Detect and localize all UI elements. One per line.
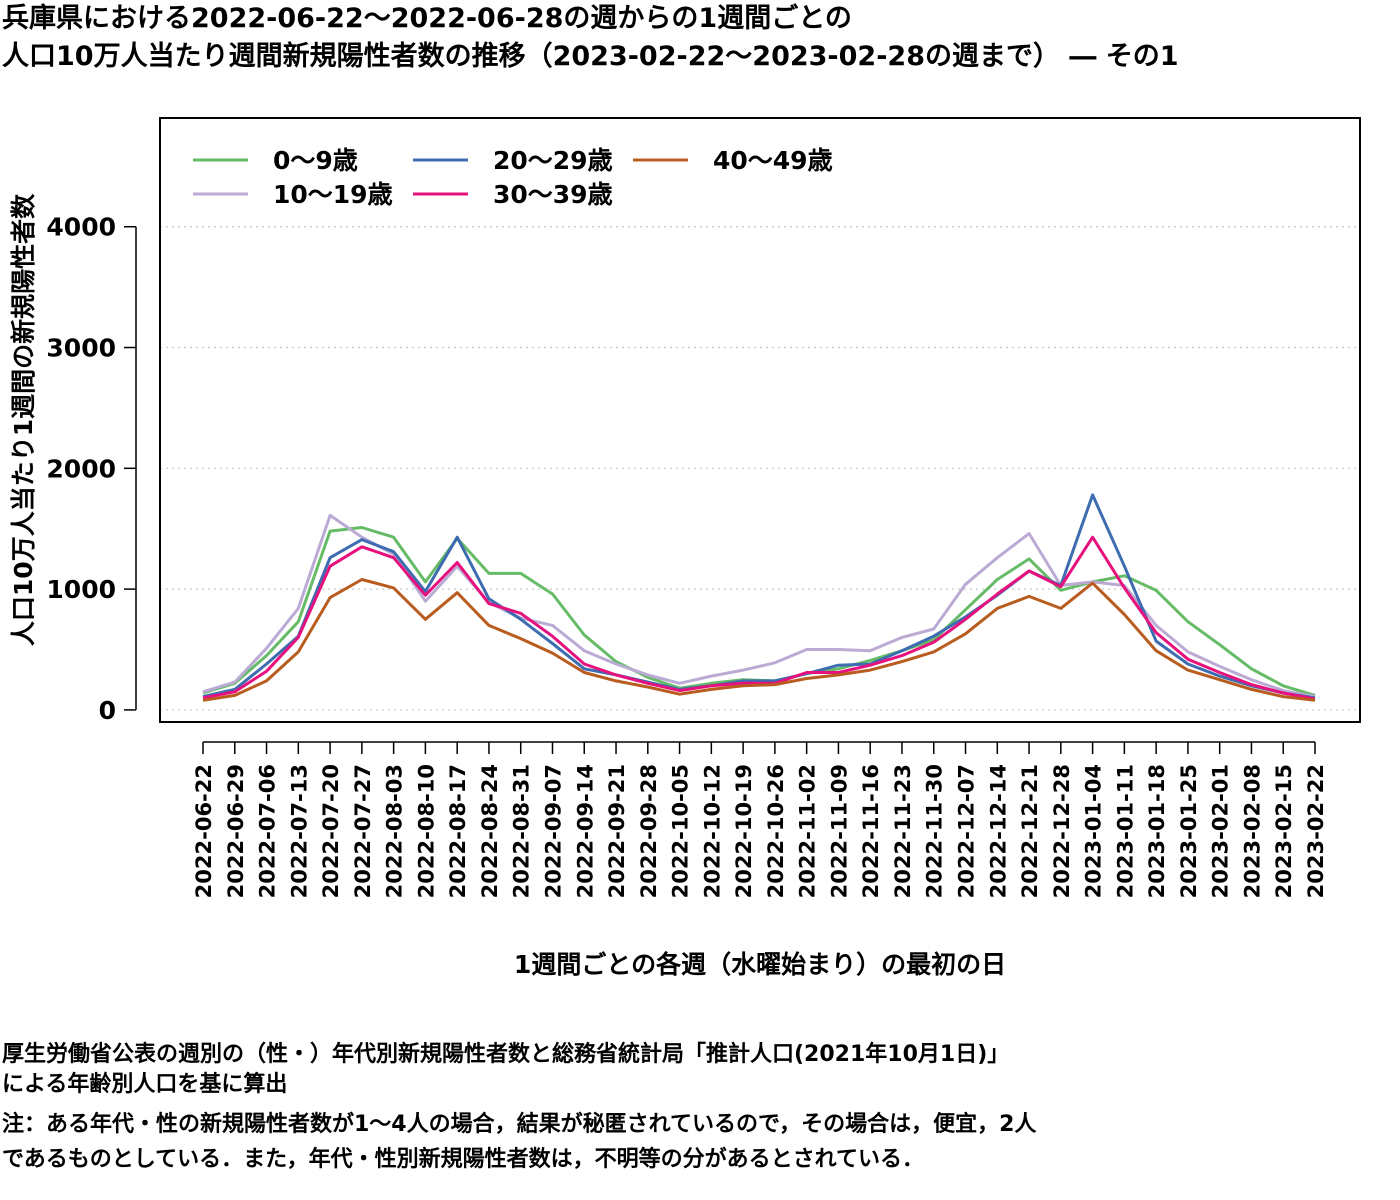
x-tick-label: 2022-10-12	[700, 764, 724, 898]
x-tick-label: 2023-01-04	[1082, 764, 1106, 898]
legend: 0〜9歳 10〜19歳 20〜29歳 30〜39歳 40〜49歳	[193, 146, 833, 209]
x-tick-label: 2022-07-27	[351, 764, 375, 898]
x-tick-label: 2022-12-07	[955, 764, 979, 898]
y-tick-label: 3000	[46, 334, 116, 363]
series-line	[202, 578, 1316, 702]
x-tick-label: 2022-09-21	[605, 764, 629, 898]
y-tick-label: 4000	[46, 213, 116, 242]
series-line	[202, 493, 1316, 700]
x-tick-label: 2022-08-17	[446, 764, 470, 898]
x-tick-label: 2023-02-08	[1240, 764, 1264, 898]
x-tick-label: 2023-01-25	[1177, 764, 1201, 898]
grid-lines	[160, 226, 1360, 711]
plot-frame	[159, 117, 1361, 723]
x-tick-label: 2022-09-28	[637, 764, 661, 898]
x-tick-label: 2022-10-05	[669, 764, 693, 898]
y-axis: 0 1000 2000 3000 4000	[46, 213, 137, 725]
x-tick-label: 2022-11-23	[891, 764, 915, 898]
x-tick-label: 2022-07-13	[287, 764, 311, 898]
footnote-line2: による年齢別人口を基に算出	[2, 1072, 288, 1097]
x-axis-label: 1週間ごとの各週（水曜始まり）の最初の日	[514, 950, 1006, 979]
legend-label: 40〜49歳	[713, 146, 833, 175]
series-lines	[202, 493, 1316, 702]
x-tick-label: 2022-11-30	[923, 764, 947, 898]
x-tick-label: 2022-08-03	[383, 764, 407, 898]
x-tick-label: 2022-07-20	[319, 764, 343, 898]
x-tick-label: 2023-02-01	[1209, 764, 1233, 898]
x-tick-label: 2023-02-22	[1304, 764, 1328, 898]
x-tick-label: 2022-11-09	[827, 764, 851, 898]
x-tick-label: 2022-11-02	[796, 764, 820, 898]
x-tick-label: 2022-12-21	[1018, 764, 1042, 898]
legend-label: 20〜29歳	[493, 146, 613, 175]
x-tick-label: 2022-06-22	[192, 764, 216, 898]
x-tick-label: 2022-12-28	[1050, 764, 1074, 898]
x-tick-label: 2023-01-18	[1145, 764, 1169, 898]
series-line	[202, 526, 1316, 697]
legend-label: 30〜39歳	[493, 180, 613, 209]
chart-title-line2: 人口10万人当たり週間新規陽性者数の推移（2023-02-22〜2023-02-…	[2, 41, 1179, 72]
footnote-line3: 注：ある年代・性の新規陽性者数が1〜4人の場合，結果が秘匿されているので，その場…	[2, 1112, 1037, 1137]
x-tick-label: 2022-09-07	[541, 764, 565, 898]
y-axis-label: 人口10万人当たり1週間の新規陽性者数	[9, 193, 38, 646]
series-line	[202, 535, 1316, 701]
x-tick-label: 2022-12-14	[986, 764, 1010, 898]
x-tick-label: 2022-08-31	[510, 764, 534, 898]
legend-label: 0〜9歳	[273, 146, 358, 175]
x-tick-label: 2022-10-19	[732, 764, 756, 898]
chart-title-line1: 兵庫県における2022-06-22〜2022-06-28の週からの1週間ごとの	[2, 3, 852, 34]
legend-label: 10〜19歳	[273, 180, 393, 209]
footnote-line1: 厚生労働省公表の週別の（性・）年代別新規陽性者数と総務省統計局「推計人口(202…	[2, 1042, 1010, 1067]
x-tick-label: 2022-08-10	[414, 764, 438, 898]
x-tick-label: 2022-08-24	[478, 764, 502, 898]
x-tick-label: 2023-01-11	[1113, 764, 1137, 898]
y-tick-label: 0	[99, 696, 116, 725]
y-tick-label: 2000	[46, 454, 116, 483]
x-axis: 2022-06-22 2022-06-29 2022-07-06 2022-07-13…	[192, 741, 1328, 898]
x-tick-label: 2022-11-16	[859, 764, 883, 898]
footnote-line4: であるものとしている．また，年代・性別新規陽性者数は，不明等の分があるとされてい…	[2, 1147, 925, 1172]
x-tick-label: 2022-09-14	[573, 764, 597, 898]
x-tick-label: 2022-06-29	[224, 764, 248, 898]
x-tick-label: 2022-10-26	[764, 764, 788, 898]
x-tick-label: 2023-02-15	[1272, 764, 1296, 898]
y-tick-label: 1000	[46, 575, 116, 604]
x-tick-label: 2022-07-06	[256, 764, 280, 898]
